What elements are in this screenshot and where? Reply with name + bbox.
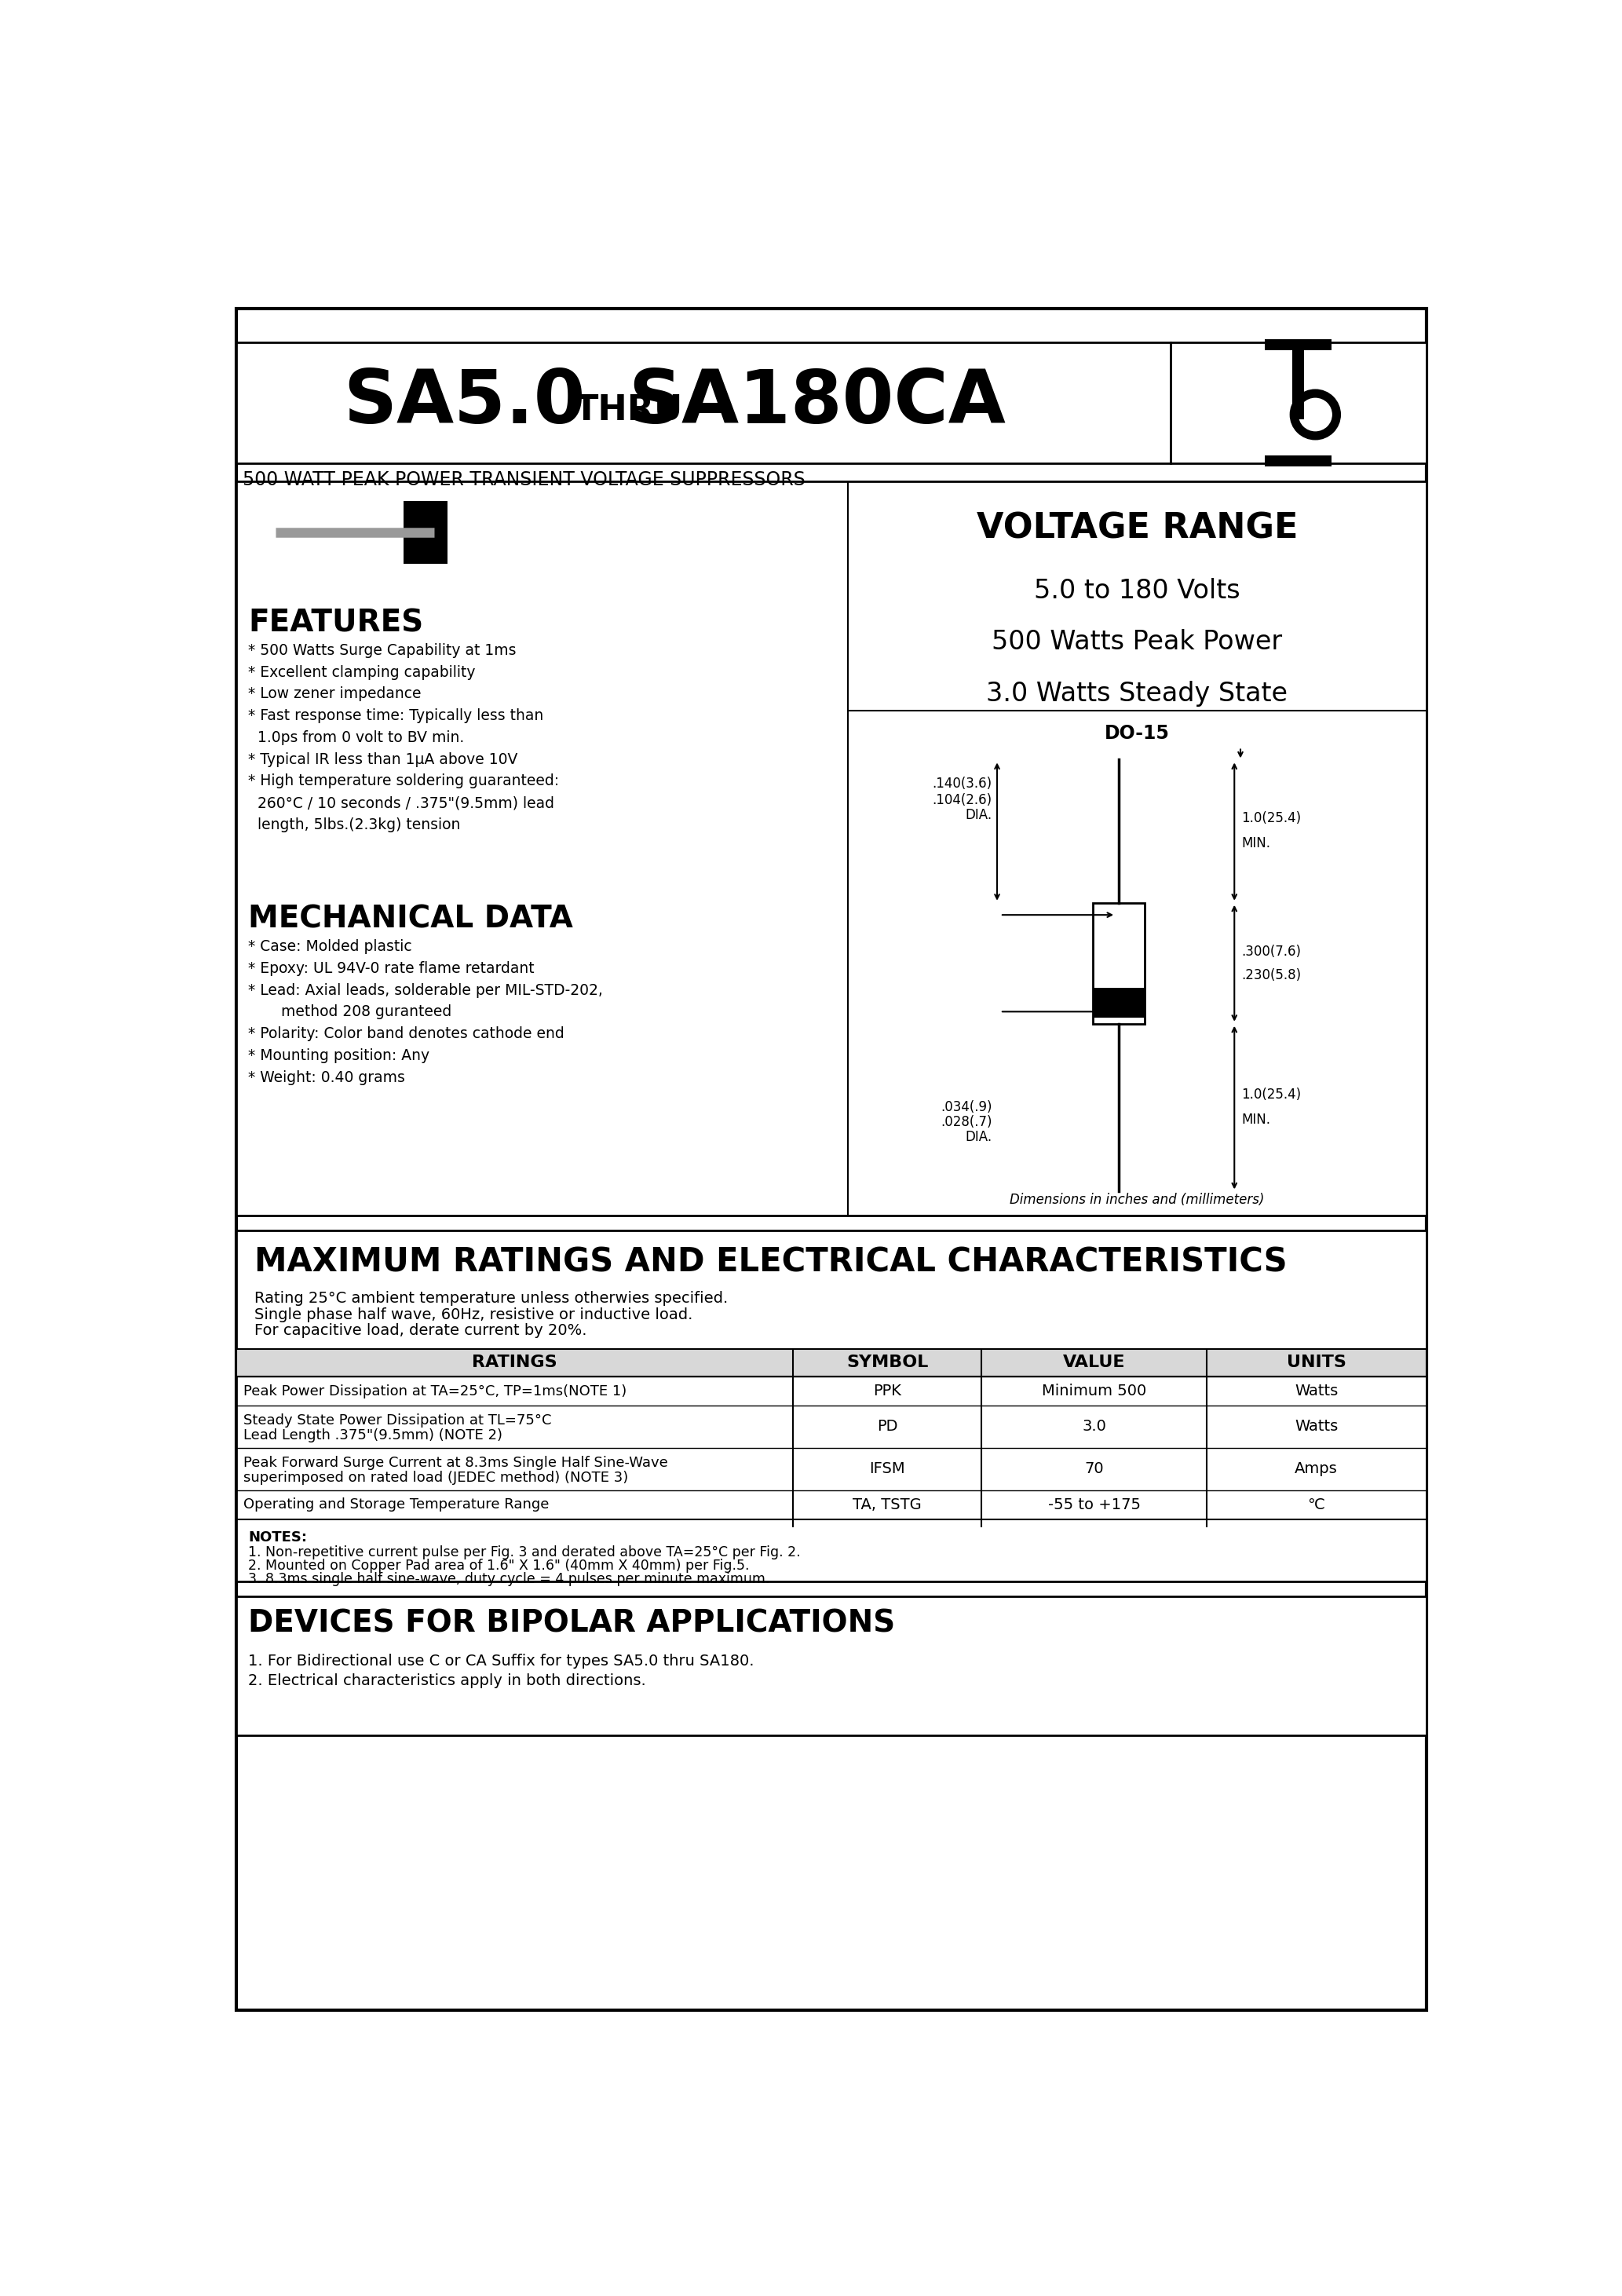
Text: .028(.7): .028(.7) [941, 1116, 993, 1130]
Text: Amps: Amps [1294, 1463, 1338, 1476]
Text: DO-15: DO-15 [1105, 723, 1169, 744]
Text: 3.0 Watts Steady State: 3.0 Watts Steady State [986, 680, 1288, 707]
Text: DEVICES FOR BIPOLAR APPLICATIONS: DEVICES FOR BIPOLAR APPLICATIONS [248, 1609, 895, 1639]
Bar [404, 501, 448, 565]
Text: * Mounting position: Any: * Mounting position: Any [248, 1049, 430, 1063]
Text: .230(5.8): .230(5.8) [1242, 969, 1301, 983]
Text: For capacitive load, derate current by 20%.: For capacitive load, derate current by 2… [255, 1322, 587, 1339]
Text: * Case: Molded plastic: * Case: Molded plastic [248, 939, 412, 955]
Text: method 208 guranteed: method 208 guranteed [248, 1006, 453, 1019]
Text: Rating 25°C ambient temperature unless otherwies specified.: Rating 25°C ambient temperature unless o… [255, 1290, 728, 1306]
Bar [1293, 349, 1304, 420]
Bar [1265, 455, 1332, 466]
Text: 1. Non-repetitive current pulse per Fig. 3 and derated above TA=25°C per Fig. 2.: 1. Non-repetitive current pulse per Fig.… [248, 1545, 801, 1559]
Text: * Polarity: Color band denotes cathode end: * Polarity: Color band denotes cathode e… [248, 1026, 564, 1042]
Bar [237, 342, 1169, 464]
Bar [1093, 987, 1144, 1017]
Text: ℃: ℃ [1307, 1497, 1325, 1513]
Text: .140(3.6): .140(3.6) [933, 776, 993, 790]
Text: UNITS: UNITS [1286, 1355, 1346, 1371]
Text: Watts: Watts [1294, 1384, 1338, 1398]
Bar [237, 1231, 1426, 1582]
Text: VOLTAGE RANGE: VOLTAGE RANGE [976, 512, 1298, 544]
Text: .300(7.6): .300(7.6) [1242, 944, 1301, 957]
Text: Lead Length .375"(9.5mm) (NOTE 2): Lead Length .375"(9.5mm) (NOTE 2) [243, 1428, 503, 1442]
Text: 1. For Bidirectional use C or CA Suffix for types SA5.0 thru SA180.: 1. For Bidirectional use C or CA Suffix … [248, 1653, 754, 1669]
Text: FEATURES: FEATURES [248, 608, 423, 638]
Text: MIN.: MIN. [1242, 1114, 1270, 1127]
Text: 500 WATT PEAK POWER TRANSIENT VOLTAGE SUPPRESSORS: 500 WATT PEAK POWER TRANSIENT VOLTAGE SU… [242, 471, 805, 489]
Text: Peak Forward Surge Current at 8.3ms Single Half Sine-Wave: Peak Forward Surge Current at 8.3ms Sing… [243, 1456, 668, 1469]
Text: length, 5lbs.(2.3kg) tension: length, 5lbs.(2.3kg) tension [248, 817, 461, 831]
Text: Peak Power Dissipation at TA=25°C, TP=1ms(NOTE 1): Peak Power Dissipation at TA=25°C, TP=1m… [243, 1384, 626, 1398]
Text: 1.0(25.4): 1.0(25.4) [1242, 1088, 1301, 1102]
Text: 1.0(25.4): 1.0(25.4) [1242, 810, 1301, 827]
Bar [237, 482, 1426, 1215]
Text: * Epoxy: UL 94V-0 rate flame retardant: * Epoxy: UL 94V-0 rate flame retardant [248, 962, 535, 976]
Text: .104(2.6): .104(2.6) [933, 792, 993, 808]
Text: 3.0: 3.0 [1082, 1419, 1106, 1435]
Text: Watts: Watts [1294, 1419, 1338, 1435]
Text: * Typical IR less than 1μA above 10V: * Typical IR less than 1μA above 10V [248, 753, 517, 767]
Bar [237, 1348, 1426, 1378]
Text: * Lead: Axial leads, solderable per MIL-STD-202,: * Lead: Axial leads, solderable per MIL-… [248, 983, 603, 999]
Text: 2. Mounted on Copper Pad area of 1.6" X 1.6" (40mm X 40mm) per Fig.5.: 2. Mounted on Copper Pad area of 1.6" X … [248, 1559, 749, 1573]
Bar [1169, 342, 1426, 464]
Text: Single phase half wave, 60Hz, resistive or inductive load.: Single phase half wave, 60Hz, resistive … [255, 1306, 693, 1322]
Text: * Weight: 0.40 grams: * Weight: 0.40 grams [248, 1070, 406, 1086]
Text: SA5.0: SA5.0 [344, 367, 586, 439]
Text: SA180CA: SA180CA [628, 367, 1006, 439]
Text: * Fast response time: Typically less than: * Fast response time: Typically less tha… [248, 709, 543, 723]
Text: PPK: PPK [873, 1384, 902, 1398]
Text: NOTES:: NOTES: [248, 1529, 307, 1545]
Text: 3. 8.3ms single half sine-wave, duty cycle = 4 pulses per minute maximum.: 3. 8.3ms single half sine-wave, duty cyc… [248, 1573, 770, 1587]
Text: 1.0ps from 0 volt to BV min.: 1.0ps from 0 volt to BV min. [248, 730, 464, 746]
Text: Dimensions in inches and (millimeters): Dimensions in inches and (millimeters) [1009, 1192, 1265, 1208]
Bar [1093, 902, 1144, 1024]
Text: * Low zener impedance: * Low zener impedance [248, 687, 422, 703]
Text: DIA.: DIA. [965, 1130, 993, 1143]
Text: Steady State Power Dissipation at TL=75°C: Steady State Power Dissipation at TL=75°… [243, 1414, 551, 1428]
Text: * Excellent clamping capability: * Excellent clamping capability [248, 666, 475, 680]
Text: .034(.9): .034(.9) [941, 1100, 993, 1114]
Bar [1265, 340, 1332, 349]
Text: superimposed on rated load (JEDEC method) (NOTE 3): superimposed on rated load (JEDEC method… [243, 1469, 628, 1486]
Text: * 500 Watts Surge Capability at 1ms: * 500 Watts Surge Capability at 1ms [248, 643, 516, 659]
Text: PD: PD [878, 1419, 897, 1435]
Text: * High temperature soldering guaranteed:: * High temperature soldering guaranteed: [248, 774, 560, 788]
Text: 260°C / 10 seconds / .375"(9.5mm) lead: 260°C / 10 seconds / .375"(9.5mm) lead [248, 794, 555, 810]
Text: Minimum 500: Minimum 500 [1041, 1384, 1147, 1398]
Text: VALUE: VALUE [1062, 1355, 1126, 1371]
Text: IFSM: IFSM [869, 1463, 905, 1476]
Text: MIN.: MIN. [1242, 836, 1270, 850]
Text: 500 Watts Peak Power: 500 Watts Peak Power [991, 629, 1283, 654]
Text: DIA.: DIA. [965, 808, 993, 822]
Text: -55 to +175: -55 to +175 [1048, 1497, 1140, 1513]
Text: MECHANICAL DATA: MECHANICAL DATA [248, 905, 573, 934]
Text: Operating and Storage Temperature Range: Operating and Storage Temperature Range [243, 1497, 550, 1511]
Bar [237, 1596, 1426, 1736]
Text: SYMBOL: SYMBOL [847, 1355, 928, 1371]
Text: 5.0 to 180 Volts: 5.0 to 180 Volts [1033, 579, 1241, 604]
Text: RATINGS: RATINGS [472, 1355, 558, 1371]
Text: THRU: THRU [574, 393, 683, 427]
Text: 70: 70 [1085, 1463, 1105, 1476]
Text: TA, TSTG: TA, TSTG [853, 1497, 921, 1513]
Text: MAXIMUM RATINGS AND ELECTRICAL CHARACTERISTICS: MAXIMUM RATINGS AND ELECTRICAL CHARACTER… [255, 1247, 1288, 1279]
Text: 2. Electrical characteristics apply in both directions.: 2. Electrical characteristics apply in b… [248, 1674, 646, 1688]
